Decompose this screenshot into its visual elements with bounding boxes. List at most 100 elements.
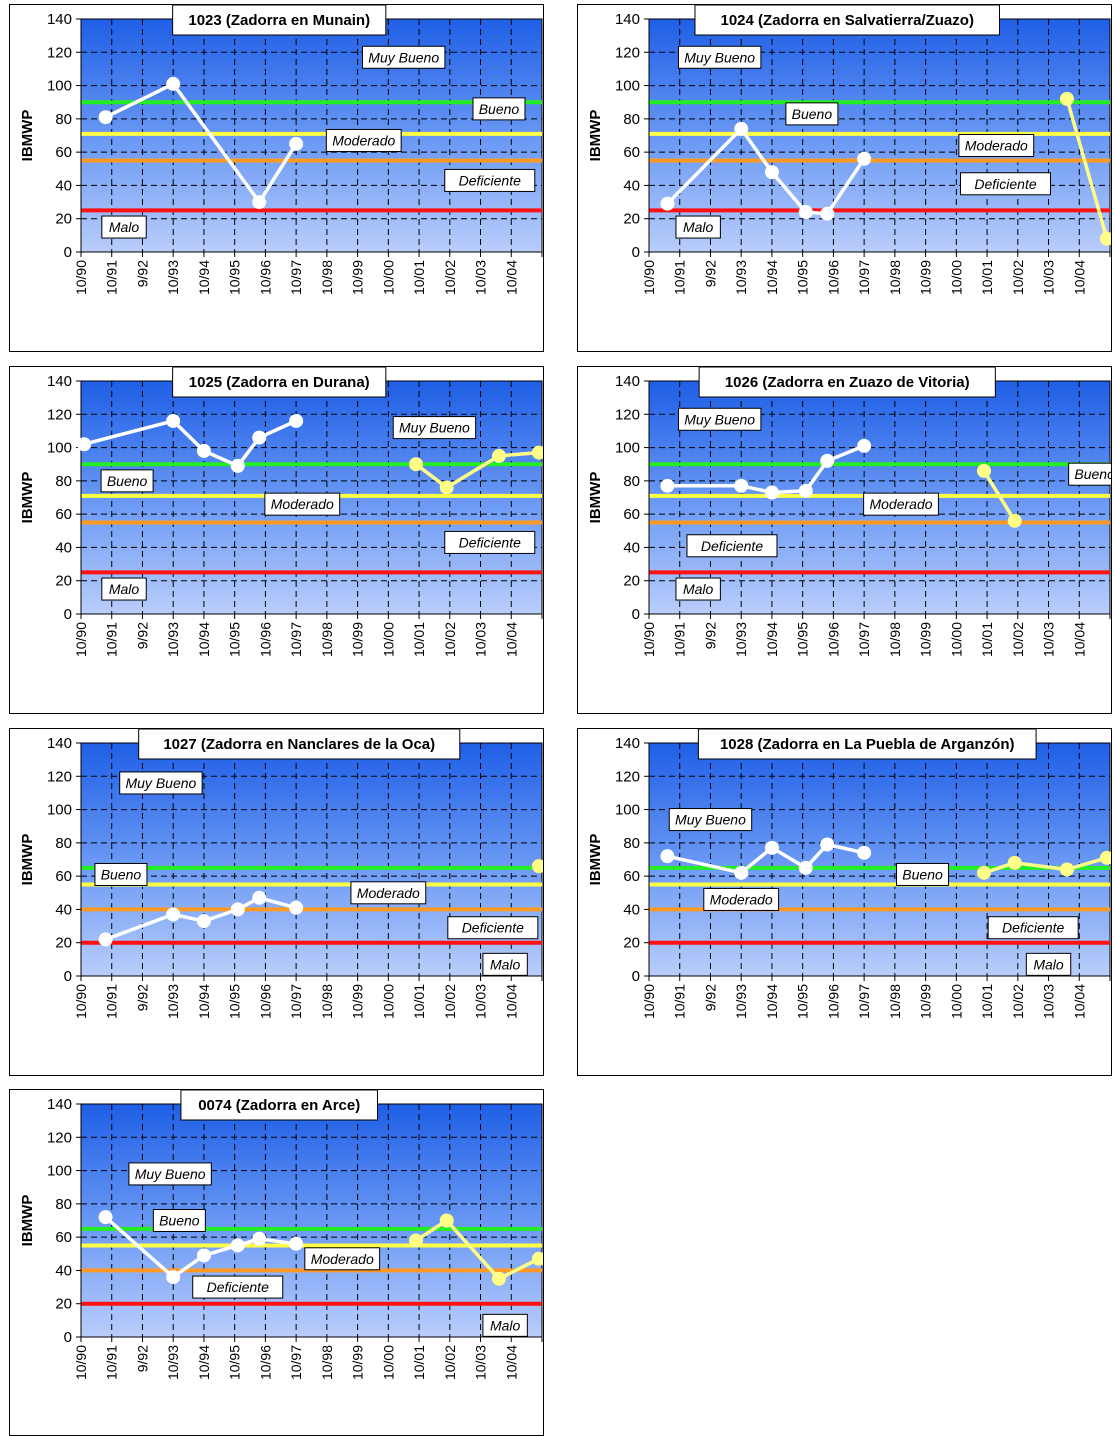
y-tick-label: 80 bbox=[623, 111, 640, 128]
data-point bbox=[765, 841, 779, 855]
class-label: Deficiente bbox=[462, 920, 524, 936]
x-tick-label: 10/02 bbox=[1010, 622, 1026, 657]
x-tick-label: 9/92 bbox=[134, 984, 150, 1011]
y-tick-label: 20 bbox=[623, 935, 640, 952]
y-axis-title: IBMWP bbox=[19, 1195, 36, 1247]
y-axis-title: IBMWP bbox=[19, 834, 36, 886]
chart-title: 1027 (Zadorra en Nanclares de la Oca) bbox=[163, 736, 435, 753]
chart-svg: 0 20 40 60 80 100 120 140 10/90 10/91 9/92 10/93 10/… bbox=[10, 729, 543, 1075]
chart-panel-1025: 0 20 40 60 80 100 120 140 10/90 10/91 9/92 10/93 10/… bbox=[9, 366, 544, 714]
y-axis-title: IBMWP bbox=[587, 110, 604, 162]
y-tick-label: 60 bbox=[623, 144, 640, 161]
x-tick-label: 10/03 bbox=[1041, 260, 1057, 295]
data-point bbox=[166, 77, 180, 91]
x-tick-label: 10/03 bbox=[473, 260, 489, 295]
chart-panel-1027: 0 20 40 60 80 100 120 140 10/90 10/91 9/92 10/93 10/… bbox=[9, 728, 544, 1076]
y-tick-label: 60 bbox=[623, 868, 640, 885]
y-tick-label: 20 bbox=[623, 211, 640, 228]
y-tick-label: 80 bbox=[55, 473, 72, 490]
x-tick-label: 10/94 bbox=[764, 260, 780, 295]
x-tick-label: 10/98 bbox=[887, 984, 903, 1019]
y-tick-label: 120 bbox=[47, 768, 72, 785]
x-tick-label: 10/00 bbox=[948, 622, 964, 657]
data-point bbox=[1060, 862, 1074, 876]
chart-panel-1024: 0 20 40 60 80 100 120 140 10/90 10/91 9/92 10/93 10/… bbox=[577, 4, 1112, 352]
data-point bbox=[289, 901, 303, 915]
data-point bbox=[492, 449, 506, 463]
x-tick-label: 10/98 bbox=[319, 260, 335, 295]
chart-svg: 0 20 40 60 80 100 120 140 10/90 10/91 9/92 10/93 10/… bbox=[10, 367, 543, 713]
x-tick-label: 10/98 bbox=[887, 260, 903, 295]
x-tick-label: 10/01 bbox=[411, 622, 427, 657]
x-tick-label: 10/00 bbox=[380, 984, 396, 1019]
data-point bbox=[252, 1232, 266, 1246]
x-tick-label: 10/96 bbox=[825, 260, 841, 295]
chart-title: 1024 (Zadorra en Salvatierra/Zuazo) bbox=[721, 12, 974, 29]
y-tick-label: 20 bbox=[55, 211, 72, 228]
data-point bbox=[799, 205, 813, 219]
x-tick-label: 10/03 bbox=[473, 1345, 489, 1380]
x-tick-label: 10/98 bbox=[319, 1345, 335, 1380]
chart-panel-0074: 0 20 40 60 80 100 120 140 10/90 10/91 9/92 10/93 10/… bbox=[9, 1089, 544, 1436]
y-tick-label: 120 bbox=[47, 406, 72, 423]
class-label: Deficiente bbox=[974, 176, 1036, 192]
class-label: Moderado bbox=[357, 885, 420, 901]
x-tick-label: 10/96 bbox=[257, 622, 273, 657]
y-tick-label: 40 bbox=[623, 177, 640, 194]
data-point bbox=[231, 902, 245, 916]
class-label: Bueno bbox=[479, 101, 520, 117]
x-tick-label: 10/03 bbox=[1041, 984, 1057, 1019]
y-tick-label: 100 bbox=[615, 802, 640, 819]
x-tick-label: 10/95 bbox=[227, 260, 243, 295]
x-tick-label: 10/94 bbox=[764, 984, 780, 1019]
data-point bbox=[166, 414, 180, 428]
x-tick-label: 10/93 bbox=[165, 984, 181, 1019]
x-tick-label: 10/91 bbox=[104, 622, 120, 657]
x-tick-label: 10/00 bbox=[948, 984, 964, 1019]
data-point bbox=[734, 866, 748, 880]
x-tick-label: 10/93 bbox=[733, 260, 749, 295]
x-tick-label: 10/98 bbox=[319, 984, 335, 1019]
x-tick-label: 10/00 bbox=[380, 1345, 396, 1380]
y-tick-label: 0 bbox=[64, 968, 72, 985]
x-tick-label: 9/92 bbox=[134, 1345, 150, 1372]
x-tick-label: 10/04 bbox=[503, 984, 519, 1019]
data-point bbox=[660, 197, 674, 211]
data-point bbox=[77, 437, 91, 451]
x-tick-label: 9/92 bbox=[702, 984, 718, 1011]
class-label: Bueno bbox=[792, 106, 833, 122]
data-point bbox=[231, 1238, 245, 1252]
y-tick-label: 80 bbox=[623, 473, 640, 490]
x-tick-label: 10/95 bbox=[795, 984, 811, 1019]
x-tick-label: 10/00 bbox=[948, 260, 964, 295]
y-tick-label: 40 bbox=[55, 539, 72, 556]
y-tick-label: 0 bbox=[64, 1329, 72, 1346]
y-tick-label: 100 bbox=[615, 78, 640, 95]
data-point bbox=[799, 861, 813, 875]
x-tick-label: 10/98 bbox=[887, 622, 903, 657]
x-tick-label: 10/03 bbox=[1041, 622, 1057, 657]
x-tick-label: 10/96 bbox=[257, 260, 273, 295]
x-tick-label: 10/96 bbox=[825, 622, 841, 657]
x-tick-label: 10/90 bbox=[73, 1345, 89, 1380]
x-tick-label: 9/92 bbox=[134, 622, 150, 649]
x-tick-label: 10/91 bbox=[104, 984, 120, 1019]
data-point bbox=[197, 914, 211, 928]
x-tick-label: 9/92 bbox=[134, 260, 150, 287]
x-tick-label: 10/02 bbox=[442, 622, 458, 657]
x-tick-label: 9/92 bbox=[702, 622, 718, 649]
x-tick-label: 10/04 bbox=[1071, 622, 1087, 657]
x-tick-label: 10/04 bbox=[503, 622, 519, 657]
data-point bbox=[409, 457, 423, 471]
data-point bbox=[492, 1272, 506, 1286]
x-tick-label: 10/97 bbox=[288, 622, 304, 657]
y-tick-label: 140 bbox=[47, 1096, 72, 1113]
y-tick-label: 0 bbox=[632, 968, 640, 985]
data-point bbox=[660, 849, 674, 863]
y-axis-title: IBMWP bbox=[587, 472, 604, 524]
x-tick-label: 10/04 bbox=[1071, 260, 1087, 295]
x-tick-label: 10/94 bbox=[196, 260, 212, 295]
x-tick-label: 10/02 bbox=[442, 1345, 458, 1380]
y-axis-title: IBMWP bbox=[587, 834, 604, 886]
y-tick-label: 0 bbox=[64, 606, 72, 623]
